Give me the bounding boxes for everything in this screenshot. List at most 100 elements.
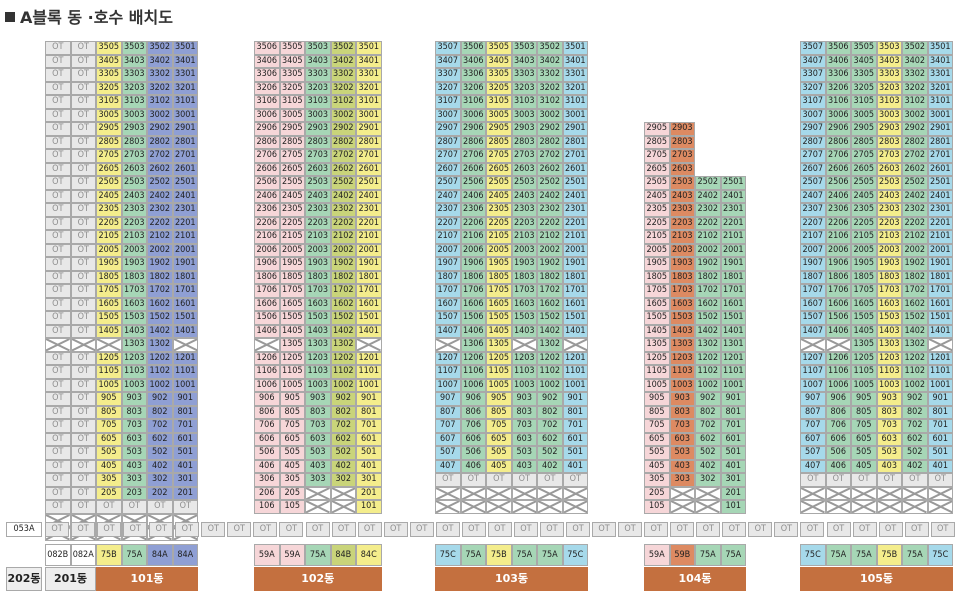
unit-cell: 106: [254, 500, 280, 514]
unit-cell: 2206: [254, 216, 280, 230]
unit-cell: OT: [70, 324, 96, 338]
unit-cell: 1603: [669, 297, 695, 311]
unit-cell: 1005: [486, 378, 512, 392]
unit-cell: 2003: [876, 243, 902, 257]
unit-cell: 1002: [147, 378, 173, 392]
unit-cell: 2602: [537, 162, 563, 176]
unit-cell: 3201: [356, 81, 382, 95]
unit-cell: 2707: [800, 149, 826, 163]
unit-cell: 2403: [121, 189, 147, 203]
unit-cell: 401: [356, 459, 382, 473]
unit-cell: 1802: [902, 270, 928, 284]
unit-cell: 2302: [147, 203, 173, 217]
unit-cell: 1901: [720, 257, 746, 271]
unit-cell: 2905: [279, 122, 305, 136]
unit-cell: 505: [851, 446, 877, 460]
unit-cell: 503: [511, 446, 537, 460]
unit-cell: 3002: [537, 108, 563, 122]
unit-cell: 2201: [927, 216, 953, 230]
unit-cell: 2305: [851, 203, 877, 217]
unit-cell: 501: [172, 446, 198, 460]
ot-cell: OT: [147, 500, 173, 514]
bottom-ot-cell: OT: [592, 522, 617, 537]
unit-cell: 1102: [695, 365, 721, 379]
bottom-ot-cell: OT: [97, 522, 122, 537]
unit-cell: 2502: [537, 176, 563, 190]
unit-cell: 305: [644, 473, 670, 487]
unit-cell: 3205: [851, 81, 877, 95]
unit-cell: 903: [121, 392, 147, 406]
unit-cell: 705: [851, 419, 877, 433]
unit-cell: 2003: [511, 243, 537, 257]
unit-cell: 3301: [172, 68, 198, 82]
unit-cell: 3401: [356, 54, 382, 68]
unit-cell: 1703: [121, 284, 147, 298]
unit-cell: 402: [147, 459, 173, 473]
unit-cell: 905: [279, 392, 305, 406]
unit-type-cell: 75B: [486, 544, 512, 566]
unit-cell: 802: [147, 405, 173, 419]
unit-cell: 1003: [511, 378, 537, 392]
unit-cell: 1401: [172, 324, 198, 338]
unit-cell: 3206: [825, 81, 851, 95]
unit-cell: 3505: [486, 41, 512, 55]
unit-cell: 602: [330, 432, 356, 446]
unit-cell: 2903: [305, 122, 331, 136]
unit-cell: 2303: [305, 203, 331, 217]
unit-cell: 1701: [562, 284, 588, 298]
unit-cell: 1702: [147, 284, 173, 298]
unit-cell: OT: [70, 419, 96, 433]
ot-cell: OT: [511, 473, 537, 487]
unit-cell: 1401: [356, 324, 382, 338]
unit-cell: 1705: [279, 284, 305, 298]
empty-unit-cross: [254, 338, 280, 352]
unit-cell: 1302: [695, 338, 721, 352]
ot-cell: OT: [825, 473, 851, 487]
bottom-ot-cell: OT: [566, 522, 590, 537]
unit-cell: 2502: [147, 176, 173, 190]
unit-cell: 2905: [486, 122, 512, 136]
unit-cell: 1102: [147, 365, 173, 379]
bottom-ot-cell: OT: [748, 522, 773, 537]
unit-cell: 3402: [537, 54, 563, 68]
unit-cell: 1102: [537, 365, 563, 379]
unit-type-cell: 75A: [720, 544, 746, 566]
unit-cell: 605: [486, 432, 512, 446]
unit-cell: 2806: [825, 135, 851, 149]
unit-cell: 1602: [537, 297, 563, 311]
unit-cell: 1101: [562, 365, 588, 379]
unit-cell: 2306: [825, 203, 851, 217]
unit-cell: 2606: [460, 162, 486, 176]
bottom-ot-cell: OT: [175, 522, 200, 537]
unit-cell: OT: [70, 149, 96, 163]
unit-cell: 2003: [669, 243, 695, 257]
unit-cell: 903: [669, 392, 695, 406]
pilotis-cross: [435, 486, 461, 500]
unit-cell: 701: [172, 419, 198, 433]
unit-cell: 701: [927, 419, 953, 433]
unit-type-cell: 75B: [96, 544, 122, 566]
unit-cell: 2303: [876, 203, 902, 217]
unit-cell: 3501: [172, 41, 198, 55]
unit-cell: 1001: [720, 378, 746, 392]
bottom-ot-cell: OT: [644, 522, 669, 537]
unit-cell: 3401: [172, 54, 198, 68]
unit-cell: 2205: [96, 216, 122, 230]
unit-cell: 902: [330, 392, 356, 406]
unit-cell: 506: [460, 446, 486, 460]
unit-type-cell: 84B: [330, 544, 356, 566]
unit-cell: 703: [121, 419, 147, 433]
unit-cell: 3301: [356, 68, 382, 82]
unit-cell: 3106: [825, 95, 851, 109]
unit-cell: 2201: [720, 216, 746, 230]
bottom-ot-cell: OT: [539, 522, 564, 537]
unit-cell: 2902: [537, 122, 563, 136]
unit-cell: 1503: [876, 311, 902, 325]
unit-cell: 1001: [562, 378, 588, 392]
unit-cell: 803: [121, 405, 147, 419]
unit-cell: 1602: [902, 297, 928, 311]
unit-cell: 302: [147, 473, 173, 487]
unit-cell: 1905: [486, 257, 512, 271]
unit-cell: 1106: [825, 365, 851, 379]
unit-cell: 2105: [279, 230, 305, 244]
